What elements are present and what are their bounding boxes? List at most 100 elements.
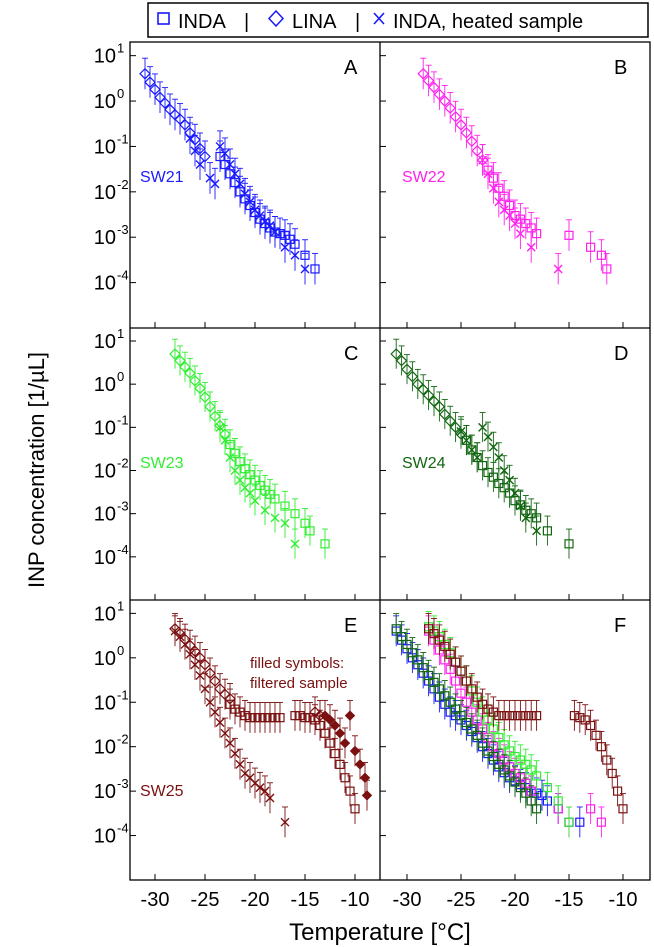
data-point bbox=[290, 711, 300, 721]
y-tick-label-base: 10 bbox=[94, 227, 116, 249]
plot-frame bbox=[129, 41, 651, 881]
data-point bbox=[215, 141, 225, 151]
x-tick-label: -30 bbox=[393, 889, 422, 911]
data-point bbox=[209, 675, 221, 687]
data-point bbox=[204, 667, 216, 680]
x-tick-label: -15 bbox=[291, 889, 320, 911]
legend-box bbox=[147, 2, 649, 38]
data-point bbox=[575, 713, 585, 723]
data-point bbox=[445, 697, 455, 707]
data-point bbox=[478, 422, 488, 432]
data-point bbox=[532, 526, 542, 536]
data-point bbox=[175, 632, 185, 642]
legend-square-marker bbox=[157, 12, 170, 25]
data-point bbox=[209, 410, 221, 423]
data-point bbox=[275, 713, 285, 723]
data-point bbox=[553, 796, 563, 806]
data-point bbox=[505, 475, 515, 485]
data-point bbox=[407, 648, 417, 658]
data-point bbox=[499, 740, 509, 750]
data-point bbox=[521, 711, 531, 721]
data-point bbox=[456, 427, 466, 437]
data-point bbox=[290, 250, 300, 260]
y-tick-label-exponent: 1 bbox=[117, 41, 124, 56]
data-point bbox=[553, 264, 563, 274]
data-point bbox=[139, 67, 151, 80]
data-point bbox=[472, 730, 482, 740]
data-point bbox=[612, 786, 623, 796]
data-point bbox=[194, 382, 206, 395]
data-point bbox=[526, 711, 536, 721]
panel-letter: D bbox=[614, 343, 628, 365]
data-point bbox=[488, 472, 498, 482]
y-tick-label-base: 10 bbox=[94, 182, 116, 204]
y-tick-label-exponent: -2 bbox=[117, 732, 129, 747]
data-point bbox=[290, 509, 300, 519]
data-point bbox=[465, 135, 478, 148]
sample-label: SW24 bbox=[402, 455, 446, 472]
data-point bbox=[250, 496, 260, 506]
data-point bbox=[245, 488, 255, 498]
data-point bbox=[315, 720, 325, 731]
sample-label: SW21 bbox=[140, 169, 184, 186]
data-point bbox=[245, 197, 255, 207]
data-point bbox=[230, 749, 240, 759]
data-point bbox=[260, 713, 270, 723]
data-point bbox=[325, 738, 335, 748]
data-point bbox=[449, 110, 462, 123]
data-point bbox=[494, 759, 504, 769]
data-point bbox=[417, 67, 430, 80]
data-point bbox=[235, 475, 245, 485]
data-point bbox=[526, 796, 536, 806]
data-point bbox=[330, 748, 340, 759]
data-point bbox=[354, 759, 366, 770]
data-point bbox=[499, 711, 509, 721]
data-point bbox=[531, 804, 542, 814]
data-point bbox=[204, 400, 216, 413]
data-point bbox=[515, 229, 525, 239]
y-tick-label-exponent: 1 bbox=[117, 326, 124, 341]
data-point bbox=[478, 738, 488, 748]
data-point bbox=[445, 649, 455, 659]
data-point bbox=[300, 518, 310, 528]
data-point bbox=[526, 242, 536, 252]
data-point bbox=[200, 684, 210, 694]
sample-label: SW22 bbox=[402, 169, 446, 186]
x-tick-label: -20 bbox=[241, 889, 270, 911]
data-point bbox=[260, 505, 270, 515]
data-point bbox=[449, 421, 462, 434]
data-point bbox=[569, 711, 580, 721]
data-point bbox=[488, 442, 498, 452]
data-point bbox=[280, 518, 290, 528]
data-point bbox=[235, 179, 245, 189]
y-tick-label-base: 10 bbox=[94, 374, 116, 396]
data-point bbox=[397, 632, 407, 642]
data-point bbox=[483, 432, 493, 442]
y-tick-label-exponent: -1 bbox=[117, 687, 129, 702]
data-point bbox=[418, 663, 428, 673]
data-point bbox=[210, 179, 220, 189]
data-point bbox=[440, 641, 450, 652]
data-point bbox=[472, 453, 482, 462]
data-point bbox=[510, 711, 520, 721]
data-point bbox=[179, 361, 191, 373]
data-point bbox=[265, 221, 275, 231]
data-point bbox=[483, 169, 493, 179]
data-point bbox=[460, 126, 473, 139]
data-point bbox=[467, 684, 477, 694]
data-point bbox=[270, 513, 280, 523]
data-point bbox=[422, 389, 435, 402]
data-point bbox=[456, 711, 466, 721]
panel-letter: A bbox=[344, 57, 358, 79]
data-point bbox=[483, 746, 493, 756]
y-tick-label-base: 10 bbox=[94, 781, 116, 803]
y-tick-label-exponent: -1 bbox=[117, 412, 129, 427]
data-point bbox=[505, 211, 515, 221]
data-point bbox=[531, 229, 542, 239]
data-point bbox=[424, 670, 434, 681]
data-point bbox=[334, 728, 346, 739]
data-point bbox=[270, 713, 280, 723]
data-point bbox=[159, 97, 171, 109]
data-point bbox=[433, 400, 446, 413]
